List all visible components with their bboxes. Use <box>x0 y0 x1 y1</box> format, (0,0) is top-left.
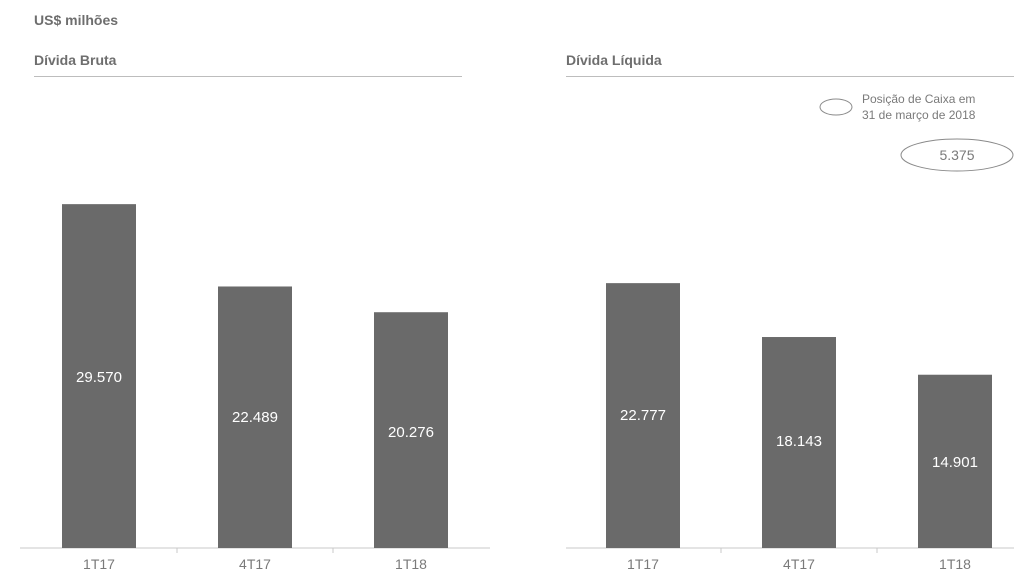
gross-bar-value-label: 22.489 <box>232 409 278 426</box>
gross-bar-1T17 <box>62 204 136 549</box>
gross-x-tick-label: 4T17 <box>239 556 271 572</box>
net-bar-value-label: 22.777 <box>620 407 666 424</box>
net-x-tick-label: 1T18 <box>939 556 971 572</box>
gross-bar-value-label: 20.276 <box>388 424 434 441</box>
net-bar-1T18 <box>918 374 992 548</box>
units-label: US$ milhões <box>34 12 119 28</box>
net-debt-title: Dívida Líquida <box>566 52 662 68</box>
gross-debt-title: Dívida Bruta <box>34 52 117 68</box>
gross-bar-1T18 <box>374 312 448 548</box>
legend-label-line2: 31 de março de 2018 <box>862 108 976 122</box>
net-bar-4T17 <box>762 337 836 548</box>
gross-x-tick-label: 1T18 <box>395 556 427 572</box>
legend-label-line1: Posição de Caixa em <box>862 92 975 106</box>
net-x-tick-label: 4T17 <box>783 556 815 572</box>
legend-ellipse-icon <box>819 98 853 116</box>
gross-debt-chart: 29.570 1T17 22.489 4T17 20.276 1T18 <box>20 204 490 572</box>
net-x-tick-label: 1T17 <box>627 556 659 572</box>
net-debt-chart: 22.777 1T17 18.143 4T17 14.901 1T18 <box>566 283 1014 572</box>
gross-debt-title-rule <box>34 76 462 77</box>
gross-bar-4T17 <box>218 286 292 548</box>
net-bar-value-label: 18.143 <box>776 433 822 450</box>
net-debt-title-rule <box>566 76 1014 77</box>
cash-position-legend: Posição de Caixa em 31 de março de 2018 … <box>819 92 1014 172</box>
gross-x-tick-label: 1T17 <box>83 556 115 572</box>
net-bar-value-label: 14.901 <box>932 454 978 471</box>
cash-value-ellipse <box>900 138 1014 172</box>
cash-position-value: 5.375 <box>939 147 974 163</box>
net-bar-1T17 <box>606 283 680 548</box>
gross-bar-value-label: 29.570 <box>76 369 122 386</box>
